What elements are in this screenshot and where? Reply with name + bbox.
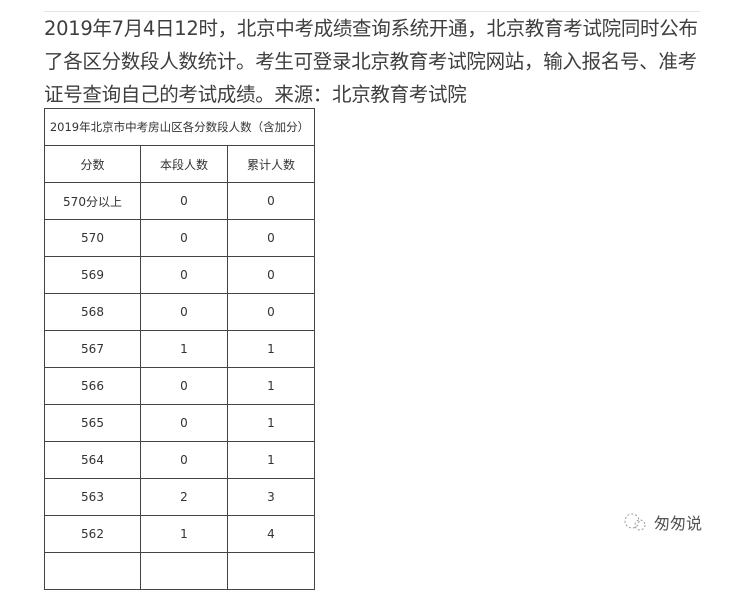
- column-header: 分数: [44, 145, 141, 183]
- table-cell: 0: [227, 293, 315, 331]
- table-title: 2019年北京市中考房山区各分数段人数（含加分）: [44, 108, 315, 146]
- table-cell: 0: [140, 367, 228, 405]
- table-row: 567 1 1: [44, 330, 315, 368]
- table-cell: 0: [140, 256, 228, 294]
- table-cell: 4: [227, 515, 315, 553]
- wechat-bubble-icon: [624, 513, 646, 531]
- table-cell: 0: [140, 441, 228, 479]
- table-cell: 2: [140, 478, 228, 516]
- table-cell: 564: [44, 441, 141, 479]
- table-cell: 0: [227, 219, 315, 257]
- watermark-text: 匆匆说: [654, 514, 703, 533]
- column-header: 累计人数: [227, 145, 315, 183]
- table-cell: 570分以上: [44, 182, 141, 220]
- column-header: 本段人数: [140, 145, 228, 183]
- table-cell: [140, 552, 228, 590]
- table-cell: 1: [227, 404, 315, 442]
- table-cell: 562: [44, 515, 141, 553]
- table-cell: 567: [44, 330, 141, 368]
- table-cell: 1: [140, 330, 228, 368]
- table-row: 566 0 1: [44, 367, 315, 405]
- table-cell: 566: [44, 367, 141, 405]
- watermark: 匆匆说: [622, 510, 702, 534]
- table-cell: 3: [227, 478, 315, 516]
- table-cell: [227, 552, 315, 590]
- table-row: 564 0 1: [44, 441, 315, 479]
- table-cell: 0: [227, 256, 315, 294]
- table-row: [44, 552, 315, 590]
- table-cell: 569: [44, 256, 141, 294]
- table-row: 563 2 3: [44, 478, 315, 516]
- table-row: 569 0 0: [44, 256, 315, 294]
- table-cell: 0: [227, 182, 315, 220]
- score-table: 2019年北京市中考房山区各分数段人数（含加分） 分数 本段人数 累计人数 570分…: [44, 108, 315, 590]
- table-row: 562 1 4: [44, 515, 315, 553]
- table-cell: 1: [227, 441, 315, 479]
- top-divider: [44, 11, 700, 12]
- table-cell: 1: [227, 330, 315, 368]
- table-cell: 0: [140, 404, 228, 442]
- table-cell: 563: [44, 478, 141, 516]
- table-cell: [44, 552, 141, 590]
- table-cell: 1: [227, 367, 315, 405]
- table-cell: 0: [140, 293, 228, 331]
- table-cell: 0: [140, 182, 228, 220]
- article-paragraph: 2019年7月4日12时，北京中考成绩查询系统开通，北京教育考试院同时公布了各区…: [44, 17, 698, 106]
- table-cell: 568: [44, 293, 141, 331]
- table-cell: 570: [44, 219, 141, 257]
- table-row: 565 0 1: [44, 404, 315, 442]
- table-cell: 565: [44, 404, 141, 442]
- table-cell: 0: [140, 219, 228, 257]
- table-row: 570 0 0: [44, 219, 315, 257]
- table-header-row: 分数 本段人数 累计人数: [44, 145, 315, 183]
- table-row: 570分以上 0 0: [44, 182, 315, 220]
- table-cell: 1: [140, 515, 228, 553]
- table-row: 568 0 0: [44, 293, 315, 331]
